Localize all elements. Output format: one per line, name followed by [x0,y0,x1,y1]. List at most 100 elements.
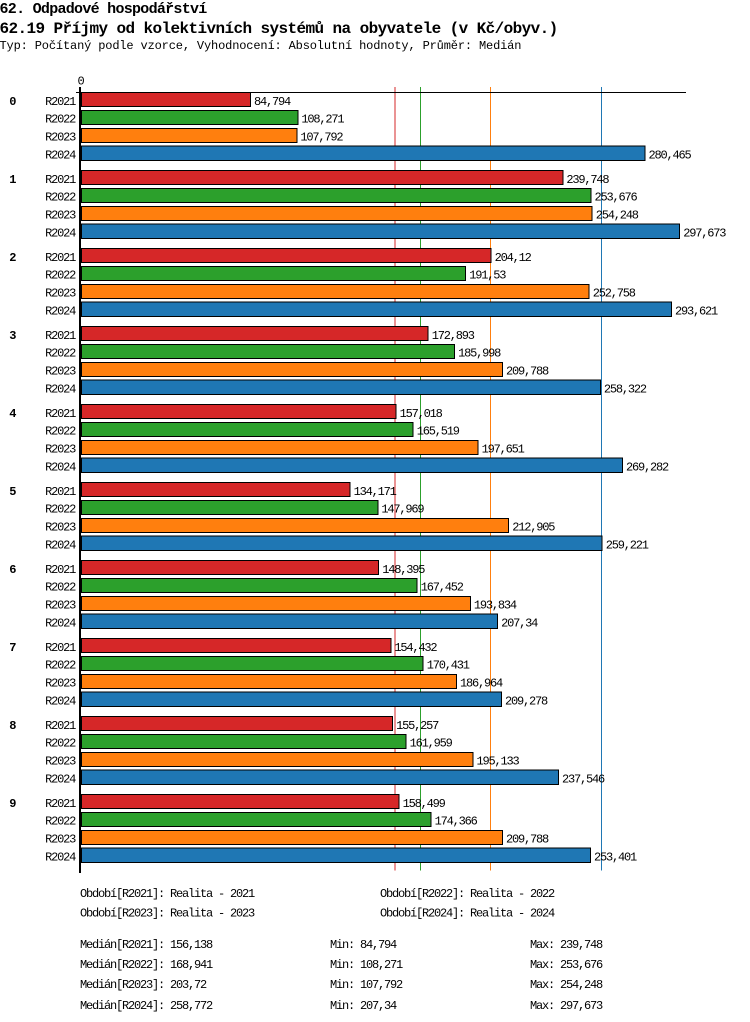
svg-text:Medián[R2021]: 156,138: Medián[R2021]: 156,138 [80,938,213,952]
svg-text:4: 4 [9,407,16,421]
svg-text:237,546: 237,546 [562,773,605,787]
svg-text:R2022: R2022 [45,503,76,517]
svg-text:254,248: 254,248 [596,209,639,223]
svg-text:Max: 239,748: Max: 239,748 [530,938,603,952]
svg-text:R2024: R2024 [45,149,76,163]
svg-text:Období[R2024]: Realita - 2024: Období[R2024]: Realita - 2024 [380,907,555,921]
svg-text:R2023: R2023 [45,443,76,457]
svg-text:R2022: R2022 [45,737,76,751]
svg-text:Medián[R2022]: 168,941: Medián[R2022]: 168,941 [80,958,213,972]
svg-text:193,834: 193,834 [474,599,517,613]
svg-text:R2024: R2024 [45,773,76,787]
svg-text:R2023: R2023 [45,365,76,379]
svg-text:155,257: 155,257 [396,719,439,733]
svg-text:Max: 297,673: Max: 297,673 [530,999,603,1013]
svg-text:Max: 253,676: Max: 253,676 [530,958,603,972]
svg-text:Max: 254,248: Max: 254,248 [530,978,603,992]
svg-text:3: 3 [9,329,16,343]
svg-text:259,221: 259,221 [606,539,649,553]
svg-text:9: 9 [9,797,16,811]
svg-text:R2021: R2021 [45,329,76,343]
svg-text:Min: 207,34: Min: 207,34 [330,999,397,1013]
svg-text:R2021: R2021 [45,173,76,187]
svg-text:269,282: 269,282 [626,461,669,475]
svg-text:R2023: R2023 [45,131,76,145]
svg-text:167,452: 167,452 [421,581,464,595]
svg-text:253,676: 253,676 [595,191,638,205]
svg-text:158,499: 158,499 [403,797,446,811]
svg-text:209,788: 209,788 [506,833,549,847]
svg-text:6: 6 [9,563,16,577]
svg-text:Min: 108,271: Min: 108,271 [330,958,403,972]
svg-text:108,271: 108,271 [301,113,344,127]
svg-text:165,519: 165,519 [417,425,460,439]
svg-text:R2022: R2022 [45,347,76,361]
svg-text:2: 2 [9,251,16,265]
svg-text:R2022: R2022 [45,581,76,595]
svg-text:293,621: 293,621 [675,305,718,319]
svg-text:209,278: 209,278 [505,695,548,709]
svg-text:R2024: R2024 [45,617,76,631]
svg-text:62. Odpadové hospodářství: 62. Odpadové hospodářství [0,1,207,18]
svg-text:R2022: R2022 [45,191,76,205]
svg-text:R2022: R2022 [45,425,76,439]
svg-text:Typ: Počítaný podle vzorce, Vy: Typ: Počítaný podle vzorce, Vyhodnocení:… [0,39,521,53]
svg-text:R2023: R2023 [45,755,76,769]
svg-text:207,34: 207,34 [501,617,538,631]
svg-text:Období[R2023]: Realita - 2023: Období[R2023]: Realita - 2023 [80,907,255,921]
svg-text:R2024: R2024 [45,539,76,553]
svg-text:157,018: 157,018 [400,407,443,421]
svg-text:147,969: 147,969 [381,503,424,517]
svg-text:R2023: R2023 [45,677,76,691]
svg-text:R2024: R2024 [45,383,76,397]
svg-text:1: 1 [9,173,16,187]
svg-text:212,905: 212,905 [512,521,555,535]
svg-text:191,53: 191,53 [469,269,506,283]
svg-text:R2022: R2022 [45,113,76,127]
svg-text:R2024: R2024 [45,461,76,475]
svg-text:R2023: R2023 [45,833,76,847]
svg-text:Medián[R2024]: 258,772: Medián[R2024]: 258,772 [80,999,213,1013]
svg-text:Období[R2022]: Realita - 2022: Období[R2022]: Realita - 2022 [380,887,555,901]
svg-text:186,964: 186,964 [460,677,503,691]
svg-text:R2023: R2023 [45,521,76,535]
svg-text:172,893: 172,893 [432,329,475,343]
svg-text:R2023: R2023 [45,287,76,301]
svg-text:R2022: R2022 [45,659,76,673]
svg-text:0: 0 [77,75,84,89]
svg-text:204,12: 204,12 [495,251,532,265]
svg-text:Min: 107,792: Min: 107,792 [330,978,403,992]
svg-text:209,788: 209,788 [506,365,549,379]
svg-text:8: 8 [9,719,16,733]
svg-text:R2024: R2024 [45,305,76,319]
svg-text:R2023: R2023 [45,209,76,223]
svg-text:197,651: 197,651 [482,443,525,457]
svg-text:84,794: 84,794 [254,95,291,109]
svg-text:R2024: R2024 [45,227,76,241]
svg-text:Medián[R2023]: 203,72: Medián[R2023]: 203,72 [80,978,207,992]
svg-text:161,959: 161,959 [410,737,453,751]
svg-text:R2024: R2024 [45,851,76,865]
svg-text:5: 5 [9,485,16,499]
svg-text:R2021: R2021 [45,563,76,577]
svg-text:148,395: 148,395 [382,563,425,577]
svg-text:R2021: R2021 [45,407,76,421]
svg-text:Min: 84,794: Min: 84,794 [330,938,397,952]
svg-text:239,748: 239,748 [566,173,609,187]
svg-text:107,792: 107,792 [300,131,343,145]
svg-text:R2021: R2021 [45,251,76,265]
svg-text:R2023: R2023 [45,599,76,613]
svg-text:258,322: 258,322 [604,383,647,397]
svg-text:R2021: R2021 [45,641,76,655]
svg-text:R2021: R2021 [45,719,76,733]
svg-text:253,401: 253,401 [594,851,637,865]
svg-text:280,465: 280,465 [649,149,692,163]
svg-text:174,366: 174,366 [435,815,478,829]
svg-text:0: 0 [9,95,16,109]
svg-text:R2021: R2021 [45,485,76,499]
svg-text:252,758: 252,758 [593,287,636,301]
svg-text:195,133: 195,133 [477,755,520,769]
svg-text:134,171: 134,171 [354,485,397,499]
svg-text:7: 7 [9,641,16,655]
svg-text:297,673: 297,673 [683,227,726,241]
